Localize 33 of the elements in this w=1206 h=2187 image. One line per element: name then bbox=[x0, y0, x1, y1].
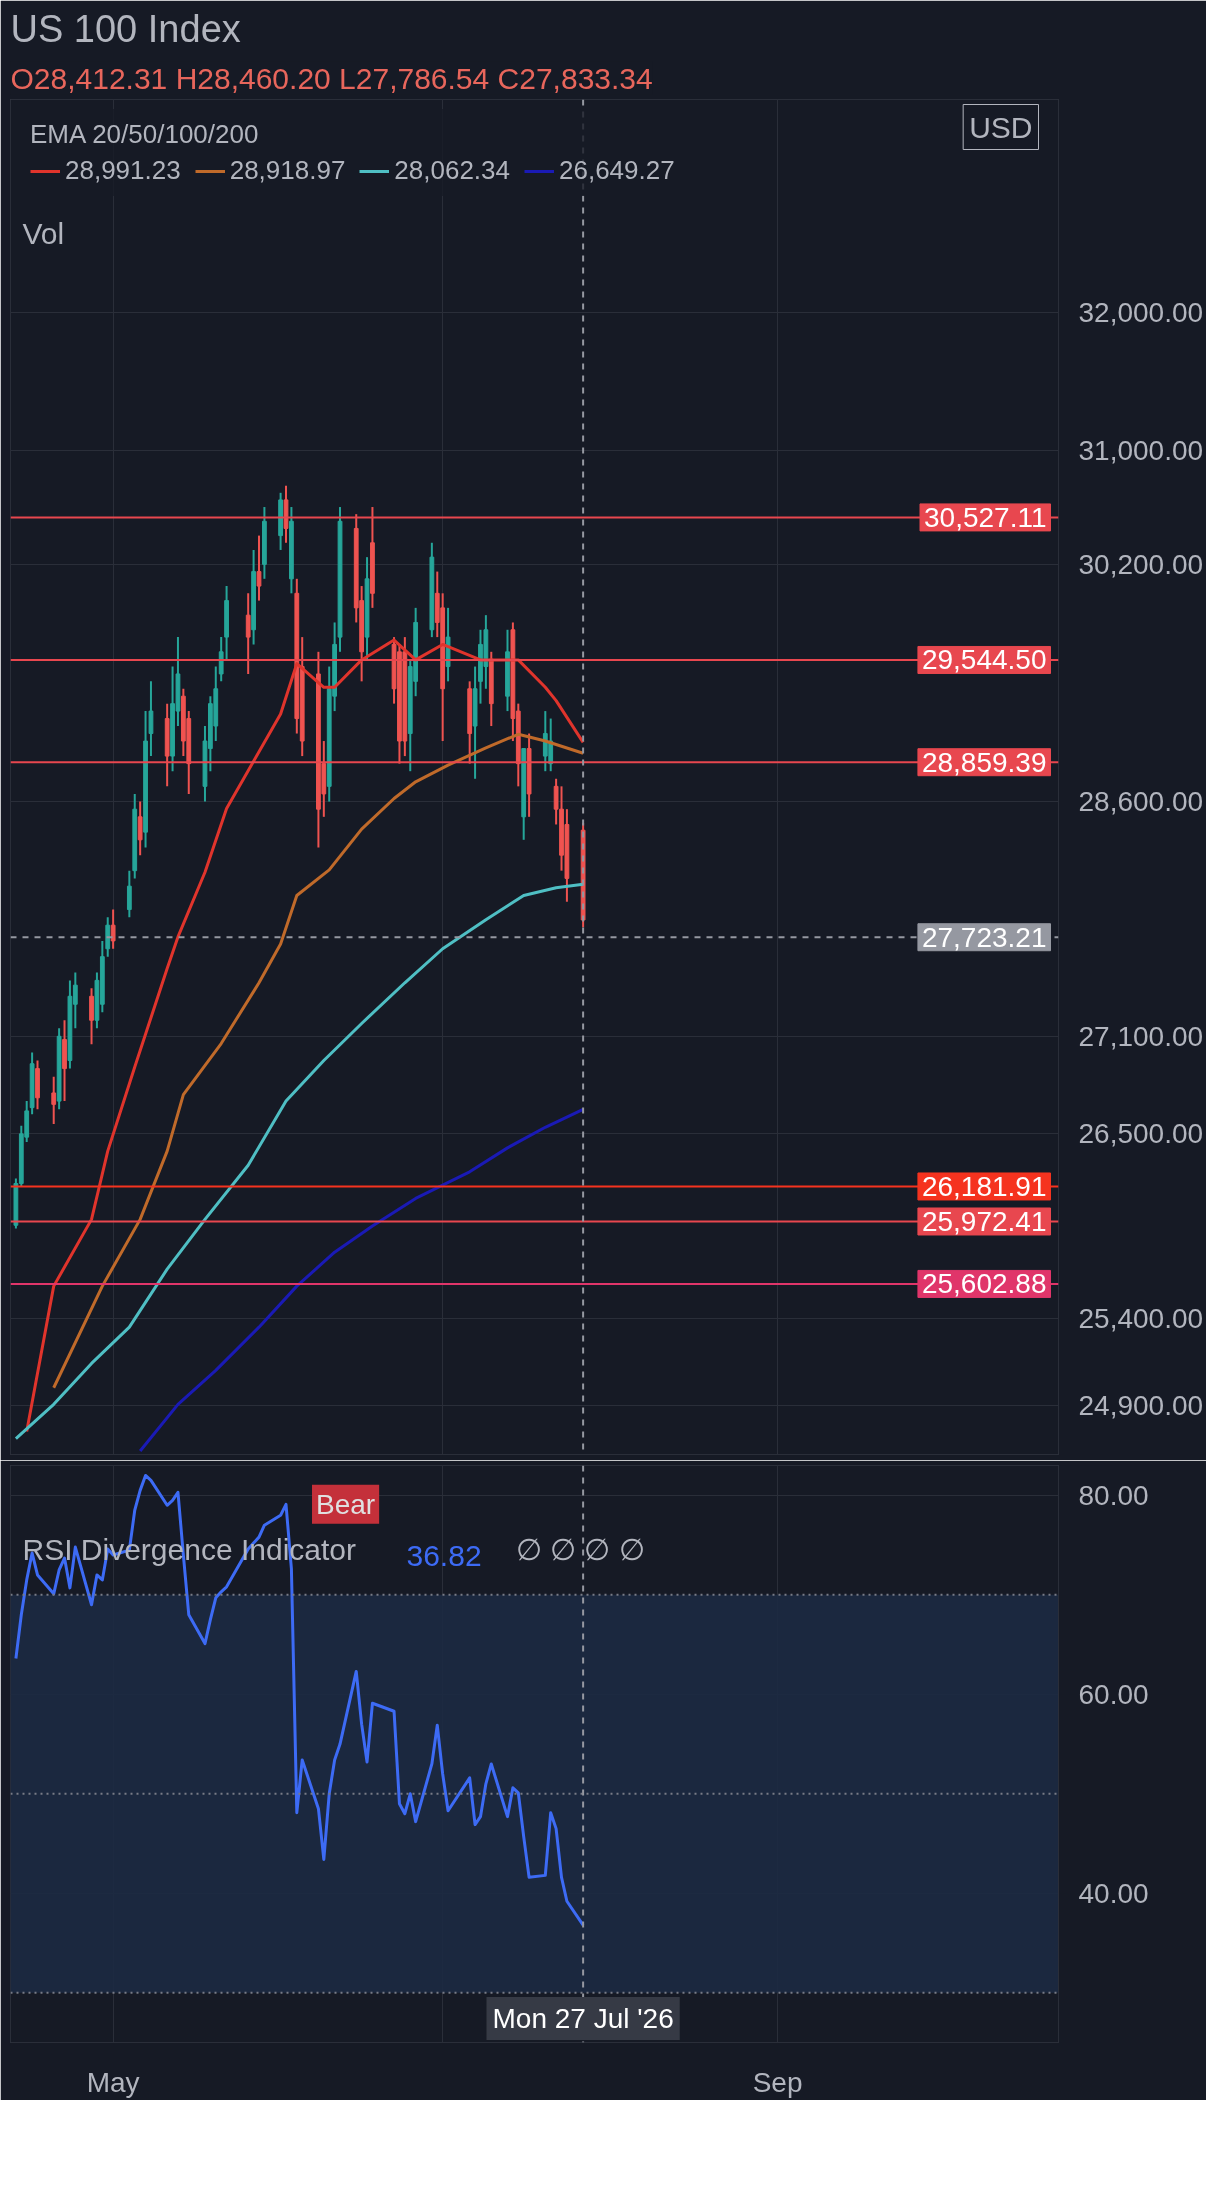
annotation: Vol bbox=[22, 216, 65, 250]
ref-line-label: 25,972.41 bbox=[921, 1205, 1047, 1237]
chart-subtitle: O28,412.31 H28,460.20 L27,786.54 C27,833.34 bbox=[10, 61, 653, 95]
y-tick-label: 60.00 bbox=[1078, 1678, 1149, 1710]
ref-line-label: 27,723.21 bbox=[921, 921, 1047, 953]
ref-line-label: 30,527.11 bbox=[924, 501, 1047, 533]
x-tick-label: Sep bbox=[752, 2066, 803, 2098]
y-tick-label: 26,500.00 bbox=[1078, 1118, 1204, 1150]
y-tick-label: 27,100.00 bbox=[1078, 1020, 1204, 1052]
y-tick-label: 25,400.00 bbox=[1078, 1303, 1204, 1335]
legend-label: 28,918.97 bbox=[229, 155, 346, 186]
legend-label: 28,991.23 bbox=[65, 155, 181, 186]
y-tick-label: 32,000.00 bbox=[1078, 296, 1204, 328]
ref-line-label: 29,544.50 bbox=[921, 644, 1047, 676]
ref-line-label: 26,181.91 bbox=[921, 1170, 1047, 1202]
x-tick-label: May bbox=[86, 2066, 140, 2098]
annotation: USD bbox=[969, 110, 1033, 144]
y-tick-label: 40.00 bbox=[1078, 1877, 1149, 1909]
chart-title: US 100 Index bbox=[10, 7, 241, 50]
annotation: ∅ ∅ ∅ ∅ bbox=[515, 1532, 645, 1566]
y-tick-label: 28,600.00 bbox=[1078, 786, 1204, 818]
annotation: 36.82 bbox=[406, 1538, 482, 1572]
y-tick-label: 80.00 bbox=[1078, 1479, 1149, 1511]
y-tick-label: 31,000.00 bbox=[1078, 434, 1204, 466]
ref-line-label: 28,859.39 bbox=[921, 746, 1047, 778]
legend-label: 26,649.27 bbox=[559, 155, 675, 186]
legend-label: 28,062.34 bbox=[394, 155, 511, 186]
ref-line-label: 25,602.88 bbox=[921, 1268, 1047, 1300]
legend-title: EMA 20/50/100/200 bbox=[30, 119, 260, 150]
y-tick-label: 30,200.00 bbox=[1078, 548, 1204, 580]
annotation: Bear bbox=[316, 1488, 376, 1520]
ref-line-label: Mon 27 Jul '26 bbox=[492, 2003, 674, 2034]
y-tick-label: 24,900.00 bbox=[1078, 1389, 1204, 1421]
